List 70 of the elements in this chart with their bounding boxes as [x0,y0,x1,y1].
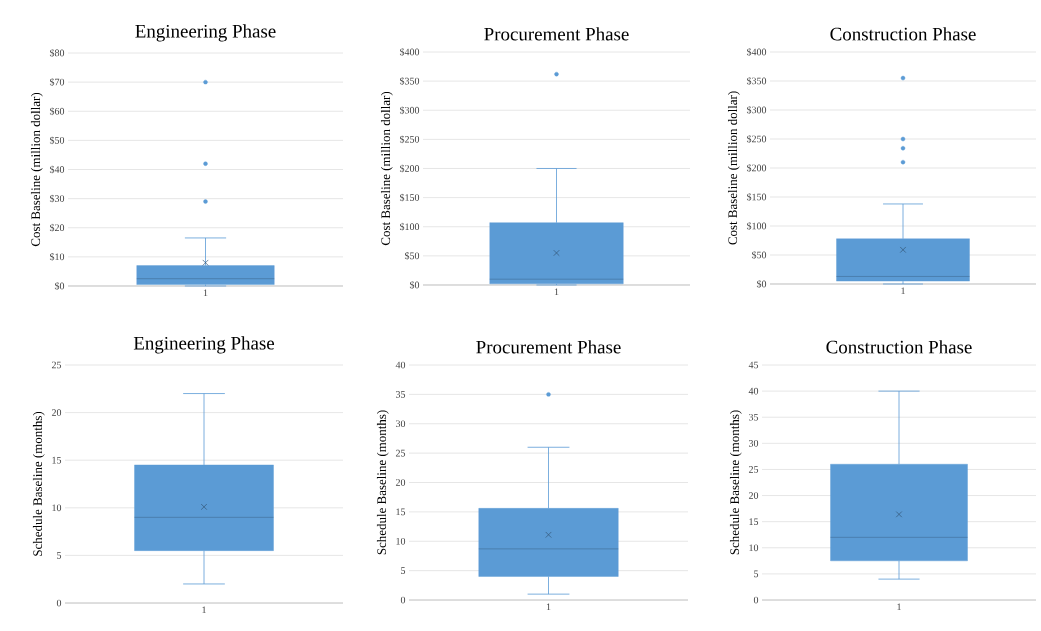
y-axis-title: Schedule Baseline (months) [729,410,742,555]
y-tick-label: 20 [748,492,759,499]
y-axis-title: Cost Baseline (million dollar) [30,92,43,247]
y-tick-label: 0 [56,599,62,607]
y-tick-label: 35 [749,413,759,421]
y-tick-label: $70 [49,78,65,87]
y-tick-label: 10 [749,544,759,552]
y-tick-label: 10 [52,504,62,512]
chart-title: Engineering Phase [135,24,276,42]
y-tick-label: $150 [746,193,767,201]
y-tick-label: $100 [746,222,767,230]
chart-title: Engineering Phase [133,336,275,354]
x-tick-label: 1 [203,289,208,297]
x-tick-label: 1 [546,603,551,611]
y-tick-label: 5 [754,570,759,578]
chart-title: Procurement Phase [476,340,621,354]
chart-title: Construction Phase [830,27,976,41]
y-axis-title: Schedule Baseline (months) [376,410,389,555]
y-tick-label: $60 [49,107,65,116]
chart-title: Construction Phase [826,340,972,354]
y-tick-label: $200 [746,164,767,172]
y-tick-label: 15 [749,518,759,525]
chart-title: Procurement Phase [484,27,629,41]
y-tick-label: 5 [401,567,406,574]
y-tick-label: $80 [49,49,65,57]
y-tick-label: $400 [746,48,767,56]
y-tick-label: $250 [399,135,420,144]
x-tick-label: 1 [554,288,559,296]
y-tick-label: 25 [395,449,406,457]
y-tick-label: 30 [749,439,759,447]
y-tick-label: $30 [49,194,65,203]
y-tick-label: $0 [409,281,420,289]
y-tick-label: 30 [396,420,406,428]
y-tick-label: $250 [746,135,767,143]
x-tick-label: 1 [897,603,901,611]
y-tick-label: 20 [51,409,62,416]
y-tick-label: $150 [399,193,420,202]
x-tick-label: 1 [901,287,905,295]
y-tick-label: $350 [399,77,420,86]
y-tick-label: 10 [396,537,406,545]
y-tick-label: 0 [400,596,406,604]
y-tick-label: 15 [396,508,406,516]
y-tick-label: 0 [753,596,759,604]
y-tick-label: $0 [54,282,65,290]
y-tick-label: 5 [57,552,62,559]
y-tick-label: $200 [399,164,420,173]
y-tick-label: 45 [748,361,759,369]
y-tick-label: $50 [404,251,420,260]
y-tick-label: $400 [399,48,420,56]
y-tick-label: 40 [395,361,406,369]
y-tick-label: $10 [49,252,65,261]
y-tick-label: 25 [748,466,759,473]
y-tick-label: 40 [748,387,759,395]
y-axis-title: Schedule Baseline (months) [32,411,45,556]
y-tick-label: $300 [746,106,767,114]
y-tick-label: $350 [746,77,767,85]
y-tick-label: $0 [756,280,767,288]
y-tick-label: $50 [49,136,65,145]
y-axis-title: Cost Baseline (million dollar) [727,91,740,245]
y-tick-label: $20 [49,223,65,232]
y-tick-label: 25 [51,361,62,369]
y-tick-label: 15 [52,456,62,464]
y-tick-label: $300 [399,106,420,115]
y-tick-label: $40 [49,165,65,174]
y-axis-title: Cost Baseline (million dollar) [380,91,393,246]
y-tick-label: $50 [751,251,767,259]
y-tick-label: 20 [395,479,406,486]
y-tick-label: 35 [396,391,406,398]
y-tick-label: $100 [399,222,420,231]
x-tick-label: 1 [202,606,206,614]
